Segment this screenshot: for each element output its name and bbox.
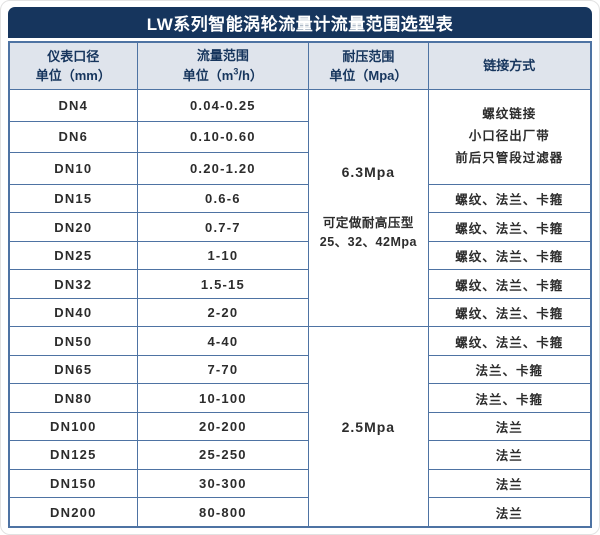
table-title: LW系列智能涡轮流量计流量范围选型表 — [8, 7, 592, 38]
header-row: 仪表口径 单位（mm） 流量范围 单位（m3/h） 耐压范围 单位（Mpa） 链… — [8, 41, 592, 90]
table-row: DN80 10-100 法兰、卡箍 — [8, 383, 592, 413]
connection-cell: 法兰 — [427, 497, 592, 528]
header-flow: 流量范围 单位（m3/h） — [136, 41, 310, 90]
header-diameter-title: 仪表口径 — [47, 48, 100, 64]
table-row: DN32 1.5-15 螺纹、法兰、卡箍 — [8, 269, 592, 299]
connection-cell: 螺纹、法兰、卡箍 — [427, 269, 592, 299]
connection-cell: 法兰 — [427, 468, 592, 499]
range-cell: 0.20-1.20 — [136, 152, 310, 185]
range-cell: 7-70 — [136, 354, 310, 385]
diameter-cell: DN40 — [8, 297, 138, 328]
pressure-cell-high: 6.3Mpa 可定做耐高压型 25、32、42Mpa — [308, 88, 429, 328]
range-cell: 1-10 — [136, 240, 310, 271]
table-row: DN65 7-70 法兰、卡箍 — [8, 354, 592, 385]
connection-cell: 螺纹、法兰、卡箍 — [427, 326, 592, 356]
range-cell: 10-100 — [136, 383, 310, 413]
diameter-cell: DN15 — [8, 183, 138, 214]
table-row: DN10 0.20-1.20 — [8, 152, 591, 185]
connection-cell-merged: 螺纹链接 小口径出厂带 前后只管段过滤器 — [427, 89, 592, 185]
header-diameter-unit: 单位（mm） — [35, 68, 111, 83]
header-pressure: 耐压范围 单位（Mpa） — [308, 41, 429, 90]
diameter-cell: DN65 — [8, 354, 138, 385]
diameter-cell: DN100 — [8, 411, 138, 442]
range-cell: 4-40 — [136, 326, 310, 356]
pressure-high-value: 6.3Mpa — [341, 164, 396, 181]
table-row: DN4 0.04-0.25 6.3Mpa 可定做耐高压型 25、32、42Mpa… — [8, 88, 592, 328]
range-cell: 0.10-0.60 — [136, 120, 310, 154]
diameter-cell: DN10 — [8, 152, 138, 185]
diameter-cell: DN20 — [8, 212, 138, 242]
diameter-cell: DN25 — [8, 240, 138, 271]
range-cell: 0.7-7 — [136, 212, 310, 242]
diameter-cell: DN50 — [8, 326, 138, 356]
connection-cell: 螺纹、法兰、卡箍 — [427, 240, 592, 271]
pressure-cell-low: 2.5Mpa — [308, 326, 429, 528]
table-row: DN20 0.7-7 螺纹、法兰、卡箍 — [8, 212, 592, 242]
flowmeter-selection-table: 仪表口径 单位（mm） 流量范围 单位（m3/h） 耐压范围 单位（Mpa） 链… — [8, 41, 592, 528]
range-cell: 0.04-0.25 — [136, 89, 310, 122]
connection-cell: 法兰、卡箍 — [427, 383, 592, 413]
cubic-superscript: 3 — [233, 66, 239, 77]
connection-cell: 法兰 — [427, 440, 592, 470]
range-cell: 25-250 — [136, 440, 310, 470]
diameter-cell: DN80 — [8, 383, 138, 413]
connection-cell: 法兰、卡箍 — [427, 354, 592, 385]
connection-cell: 螺纹、法兰、卡箍 — [427, 297, 592, 328]
range-cell: 1.5-15 — [136, 269, 310, 299]
connection-cell: 法兰 — [427, 411, 592, 442]
range-cell: 20-200 — [136, 411, 310, 442]
diameter-cell: DN150 — [8, 468, 138, 499]
range-cell: 30-300 — [136, 468, 310, 499]
connection-cell: 螺纹、法兰、卡箍 — [427, 212, 592, 242]
table-row: DN100 20-200 法兰 — [8, 411, 592, 442]
table-row: DN15 0.6-6 螺纹、法兰、卡箍 — [8, 183, 592, 214]
range-cell: 80-800 — [136, 497, 310, 528]
header-flow-unit: 单位（m3/h） — [182, 66, 263, 84]
table-row: DN50 4-40 2.5Mpa 螺纹、法兰、卡箍 — [8, 326, 592, 528]
header-diameter: 仪表口径 单位（mm） — [8, 41, 138, 90]
table-row: DN200 80-800 法兰 — [8, 497, 592, 528]
diameter-cell: DN32 — [8, 269, 138, 299]
table-row: DN40 2-20 螺纹、法兰、卡箍 — [8, 297, 592, 328]
table-row: DN125 25-250 法兰 — [8, 440, 592, 470]
header-flow-title: 流量范围 — [196, 48, 249, 64]
header-pressure-title: 耐压范围 — [342, 48, 395, 64]
pressure-high-note: 可定做耐高压型 25、32、42Mpa — [319, 216, 417, 250]
header-connection: 链接方式 — [427, 41, 592, 90]
table-row: DN150 30-300 法兰 — [8, 468, 592, 499]
diameter-cell: DN6 — [8, 120, 138, 154]
header-pressure-unit: 单位（Mpa） — [329, 68, 408, 83]
diameter-cell: DN125 — [8, 440, 138, 470]
table-row: DN6 0.10-0.60 — [8, 120, 591, 154]
connection-cell: 螺纹、法兰、卡箍 — [427, 183, 592, 214]
diameter-cell: DN200 — [8, 497, 138, 528]
diameter-cell: DN4 — [8, 89, 138, 122]
range-cell: 2-20 — [136, 297, 310, 328]
table-row: DN25 1-10 螺纹、法兰、卡箍 — [8, 240, 592, 271]
range-cell: 0.6-6 — [136, 183, 310, 214]
